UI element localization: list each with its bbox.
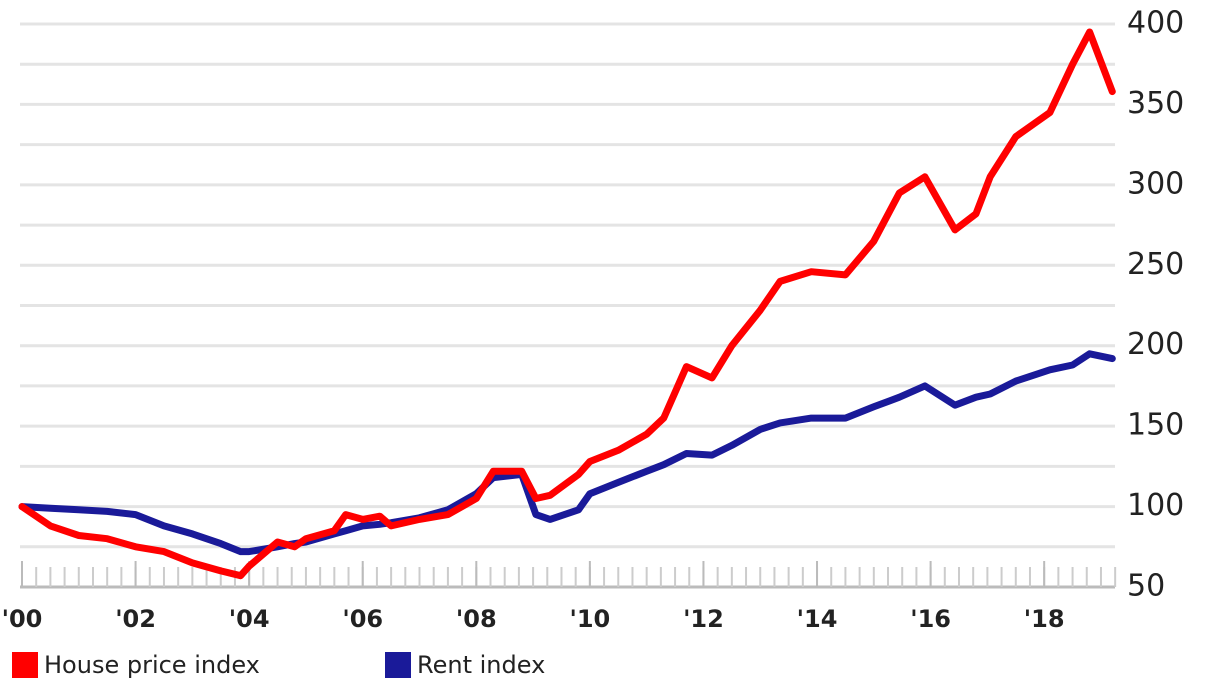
- line: [18, 28, 1116, 580]
- x-tick-label: '00: [2, 605, 43, 633]
- x-tick-label: '14: [797, 605, 838, 633]
- x-tick-label: '16: [910, 605, 951, 633]
- legend-label: Rent index: [417, 651, 545, 679]
- y-tick-label: 150: [1127, 408, 1184, 443]
- x-tick-label: '08: [456, 605, 497, 633]
- line: [18, 350, 1116, 556]
- legend-swatch: [12, 652, 38, 678]
- x-tick-label: '18: [1024, 605, 1065, 633]
- x-tick-label: '10: [570, 605, 611, 633]
- x-tick-label: '06: [342, 605, 383, 633]
- y-tick-label: 100: [1127, 488, 1184, 523]
- y-tick-label: 400: [1127, 6, 1184, 41]
- x-tick-label: '04: [229, 605, 270, 633]
- legend-label: House price index: [44, 651, 260, 679]
- y-tick-label: 300: [1127, 166, 1184, 201]
- legend-swatch: [385, 652, 411, 678]
- x-tick-label: '02: [115, 605, 156, 633]
- x-tick-label: '12: [683, 605, 724, 633]
- y-tick-label: 50: [1127, 569, 1165, 604]
- y-tick-label: 350: [1127, 86, 1184, 121]
- y-tick-label: 200: [1127, 327, 1184, 362]
- y-tick-label: 250: [1127, 247, 1184, 282]
